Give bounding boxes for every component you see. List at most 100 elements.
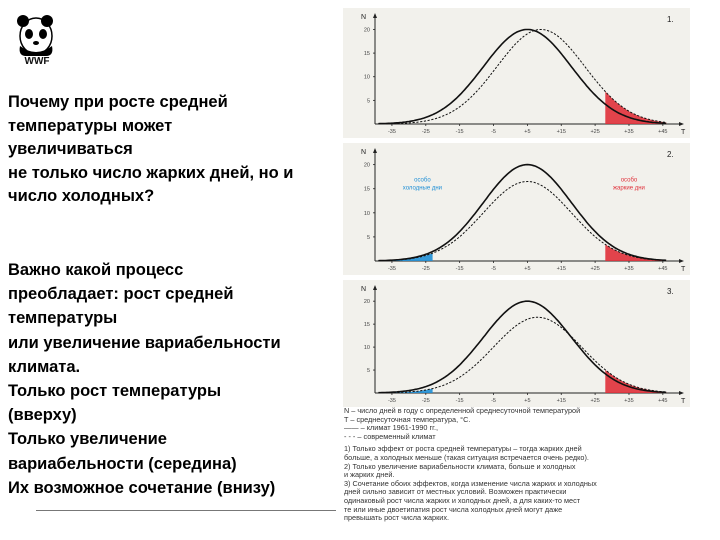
hot-days-area (605, 91, 667, 124)
legend-line: и жарких дней. (344, 470, 395, 480)
series-line-baseline (378, 300, 667, 394)
y-axis-arrow-icon (373, 13, 377, 18)
series-line-baseline (378, 163, 667, 262)
y-tick-label: 10 (364, 75, 370, 81)
x-axis-arrow-icon (679, 259, 684, 263)
x-tick-label: -35 (388, 266, 396, 272)
answer-line: (вверху) (8, 406, 77, 425)
y-axis-label: N (361, 14, 366, 21)
x-tick-label: +45 (658, 398, 667, 404)
y-axis-arrow-icon (373, 285, 377, 290)
series-line-current (378, 29, 667, 125)
legend-line: T – среднесуточная температура, °С. (344, 414, 471, 424)
x-tick-label: +35 (624, 129, 633, 135)
y-tick-label: 20 (364, 299, 370, 305)
cold-days-area (378, 253, 433, 261)
legend-line: - - - – современный климат (344, 431, 436, 441)
y-tick-label: 20 (364, 163, 370, 169)
x-tick-label: +35 (624, 398, 633, 404)
question-line: число холодных? (8, 187, 155, 205)
hot-days-label: жаркие дни (613, 186, 645, 192)
x-tick-label: +5 (524, 398, 530, 404)
legend-line: те или иные двоетипатия рост числа холод… (344, 504, 563, 514)
series-line-current (378, 180, 667, 262)
y-axis-arrow-icon (373, 148, 377, 153)
x-tick-label: +15 (557, 129, 566, 135)
question-line: Почему при росте средней (8, 93, 228, 111)
y-axis-label: N (361, 286, 366, 293)
question-line: температуры может (8, 116, 173, 135)
x-tick-label: +45 (658, 129, 667, 135)
x-axis-arrow-icon (679, 122, 684, 126)
x-axis-label: T (681, 398, 686, 405)
y-axis-label: N (361, 149, 366, 156)
y-tick-label: 10 (364, 211, 370, 217)
x-tick-label: -15 (456, 129, 464, 135)
y-tick-label: 20 (364, 27, 370, 33)
question-line: не только число жарких дней, но и (8, 163, 294, 182)
panel-number: 3. (667, 287, 674, 296)
legend-line: 3) Сочетание обоих эффектов, когда измен… (344, 478, 597, 488)
legend-line: превышать рост числа жарких. (344, 513, 450, 523)
x-tick-label: -15 (456, 398, 464, 404)
wwf-logo-text: WWF (24, 56, 50, 67)
series-line-current (378, 316, 667, 394)
cold-days-area (378, 388, 433, 393)
legend-line: 1) Только эффект от роста средней темпер… (344, 444, 582, 454)
cold-days-label: холодные дни (403, 186, 442, 192)
answer-text: Важно какой процесс преобладает: рост ср… (8, 258, 348, 500)
y-tick-label: 15 (364, 322, 370, 328)
x-tick-label: +25 (590, 398, 599, 404)
x-tick-label: -5 (491, 266, 496, 272)
legend-line: 2) Только увеличение вариабельности клим… (344, 461, 576, 471)
hot-days-area (605, 369, 667, 393)
legend-line: N – число дней в году с определенной сре… (344, 406, 581, 415)
x-tick-label: -15 (456, 266, 464, 272)
answer-line: Только увеличение (8, 430, 167, 449)
x-tick-label: +45 (658, 266, 667, 272)
y-tick-label: 10 (364, 345, 370, 351)
x-tick-label: -35 (388, 129, 396, 135)
x-tick-label: -5 (491, 129, 496, 135)
x-tick-label: +15 (557, 266, 566, 272)
answer-line: Их возможное сочетание (внизу) (8, 478, 276, 497)
x-tick-label: -25 (422, 398, 430, 404)
x-axis-label: T (681, 129, 686, 136)
question-text: Почему при росте средней температуры мож… (8, 91, 368, 209)
legend-line: больше, а холодных меньше (такая ситуаци… (344, 452, 589, 462)
x-tick-label: -35 (388, 398, 396, 404)
y-tick-label: 5 (367, 368, 370, 374)
answer-line: температуры (8, 309, 118, 328)
panel-number: 2. (667, 150, 674, 159)
panel-number: 1. (667, 15, 674, 24)
cold-days-label: особо (414, 178, 431, 184)
answer-line: климата. (8, 357, 81, 376)
answer-line: вариабельности (середина) (8, 454, 237, 473)
x-tick-label: +5 (524, 266, 530, 272)
y-tick-label: 15 (364, 51, 370, 57)
x-tick-label: +35 (624, 266, 633, 272)
answer-line: преобладает: рост средней (8, 285, 234, 304)
x-tick-label: -25 (422, 266, 430, 272)
question-line: увеличиваться (8, 140, 133, 158)
legend-line: одинаковый рост числа жарких и холодных … (344, 495, 581, 505)
x-axis-label: T (681, 266, 686, 273)
x-axis-arrow-icon (679, 391, 684, 395)
y-tick-label: 5 (367, 235, 370, 241)
answer-line: Важно какой процесс (8, 261, 184, 279)
panda-logo-icon (17, 15, 53, 56)
chart-2-svg: N T 2. 20 15 10 5 -35 -25 -15 -5 +5 +15 +25 +35 +45 особ… (361, 148, 686, 273)
x-tick-label: -5 (491, 398, 496, 404)
x-tick-label: +25 (590, 129, 599, 135)
chart-3-svg: N T 3. 20 15 10 5 -35 -25 -15 -5 +5 +15 +25 +35 +45 (361, 285, 686, 405)
hot-days-label: особо (621, 178, 638, 184)
answer-line: или увеличение вариабельности (8, 333, 281, 352)
x-tick-label: +5 (524, 129, 530, 135)
answer-line: Только рост температуры (8, 382, 222, 401)
x-tick-label: +15 (557, 398, 566, 404)
y-tick-label: 15 (364, 187, 370, 193)
divider-line (36, 510, 336, 511)
hot-days-area (605, 244, 667, 261)
chart-1-svg: N T 1. 20 15 10 5 -35 -25 -15 -5 +5 +15 +25 +35 +45 (361, 13, 686, 136)
chart-panel-3: N T 3. 20 15 10 5 -35 -25 -15 -5 +5 +15 +25 +35 +45 (343, 280, 690, 407)
